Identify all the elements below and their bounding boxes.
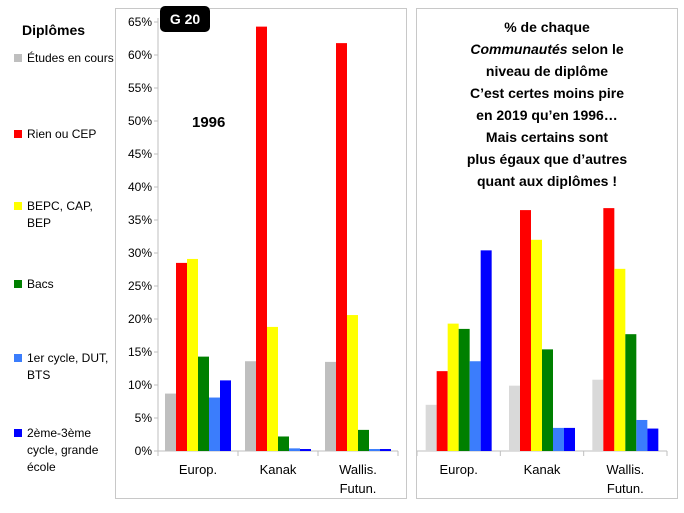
y-tick-label: 20%: [128, 312, 152, 326]
y-tick-label: 15%: [128, 345, 152, 359]
x-tick-label: Europ.: [440, 462, 478, 477]
y-tick-label: 40%: [128, 180, 152, 194]
bar: [380, 449, 391, 451]
caption-italic: Communautés: [470, 41, 568, 57]
legend-swatch: [14, 54, 22, 62]
x-tick-label: Kanak: [524, 462, 561, 477]
chart-2019-svg: Europ. Kanak Wallis. Futun.: [416, 208, 668, 496]
y-tick-label: 0%: [135, 444, 153, 458]
bar: [614, 268, 626, 451]
bar: [325, 361, 336, 451]
y-tick-label: 45%: [128, 147, 152, 161]
y-tick-label: 65%: [128, 15, 152, 29]
caption-line: Mais certains sont: [485, 129, 609, 145]
chart-1996-svg: 0% 5% 10% 15% 20% 25% 30% 35% 40% 45% 50% 55% 60% 65%…: [128, 15, 399, 496]
bar: [553, 427, 564, 451]
bar: [520, 210, 531, 451]
legend-label: 2ème-3ème cycle, grande école: [27, 426, 99, 474]
caption-line: plus égaux que d’autres: [466, 151, 628, 167]
y-tick-label: 5%: [135, 411, 153, 425]
bar: [347, 315, 358, 451]
legend-swatch: [14, 429, 22, 437]
y-tick-label: 60%: [128, 48, 152, 62]
bar: [369, 449, 380, 451]
legend-swatch: [14, 354, 22, 362]
legend-label: Bacs: [27, 277, 54, 291]
legend-swatch: [14, 130, 22, 138]
chart-caption: % de chaque Communautés selon le niveau …: [424, 16, 670, 192]
bar: [603, 208, 615, 451]
bar: [636, 419, 648, 451]
chart-panel-2019: Europ. Kanak Wallis. Futun.: [416, 8, 678, 499]
legend-label: 1er cycle, DUT, BTS: [27, 351, 109, 382]
bar: [480, 250, 492, 451]
y-tick-label: 10%: [128, 378, 152, 392]
x-tick-label: Wallis.: [606, 462, 644, 477]
x-tick-label: Kanak: [260, 462, 297, 477]
bar: [358, 429, 369, 451]
bar: [245, 361, 256, 451]
bar: [647, 428, 659, 451]
caption-line: Communautés selon le: [424, 38, 670, 60]
bar: [278, 436, 289, 451]
bar: [187, 258, 198, 451]
chart-panel-1996: 0% 5% 10% 15% 20% 25% 30% 35% 40% 45% 50% 55% 60% 65%…: [115, 8, 407, 499]
caption-line: en 2019 qu’en 1996…: [476, 107, 618, 123]
bar: [625, 334, 637, 451]
legend-title: Diplômes: [22, 22, 86, 38]
bar: [447, 323, 459, 451]
bar: [458, 328, 470, 451]
bar: [300, 449, 311, 451]
bar: [564, 427, 575, 451]
caption-line: % de chaque: [504, 19, 590, 35]
bar: [469, 361, 481, 451]
bar: [165, 393, 176, 451]
y-tick-label: 55%: [128, 81, 152, 95]
bar: [542, 349, 553, 451]
bar: [267, 326, 278, 451]
bar: [176, 262, 187, 451]
bar: [436, 371, 448, 451]
chart-1996-title: 1996: [192, 114, 226, 131]
y-tick-label: 35%: [128, 213, 152, 227]
bar: [592, 379, 604, 451]
legend-swatch: [14, 280, 22, 288]
x-tick-label: Wallis.: [339, 462, 377, 477]
bar: [220, 380, 231, 451]
caption-line: quant aux diplômes !: [476, 173, 617, 189]
x-tick-label: Futun.: [340, 481, 377, 496]
slide-badge: G 20: [160, 6, 210, 32]
bar: [289, 448, 300, 451]
x-tick-label: Europ.: [179, 462, 217, 477]
legend-label: Rien ou CEP: [27, 127, 97, 141]
legend-label: Études en cours: [27, 51, 114, 65]
bar: [531, 239, 542, 451]
bar: [198, 356, 209, 451]
x-tick-label: Futun.: [607, 481, 644, 496]
bar: [209, 397, 220, 451]
bar: [256, 26, 267, 452]
bar: [509, 385, 520, 451]
caption-text: selon le: [567, 41, 624, 57]
bar: [336, 43, 347, 452]
legend-swatch: [14, 202, 22, 210]
caption-line: niveau de diplôme: [485, 63, 609, 79]
bar: [425, 404, 437, 451]
y-tick-label: 25%: [128, 279, 152, 293]
legend-label: BEPC, CAP, BEP: [27, 199, 93, 230]
caption-line: C’est certes moins pire: [469, 85, 625, 101]
y-tick-label: 50%: [128, 114, 152, 128]
y-tick-label: 30%: [128, 246, 152, 260]
